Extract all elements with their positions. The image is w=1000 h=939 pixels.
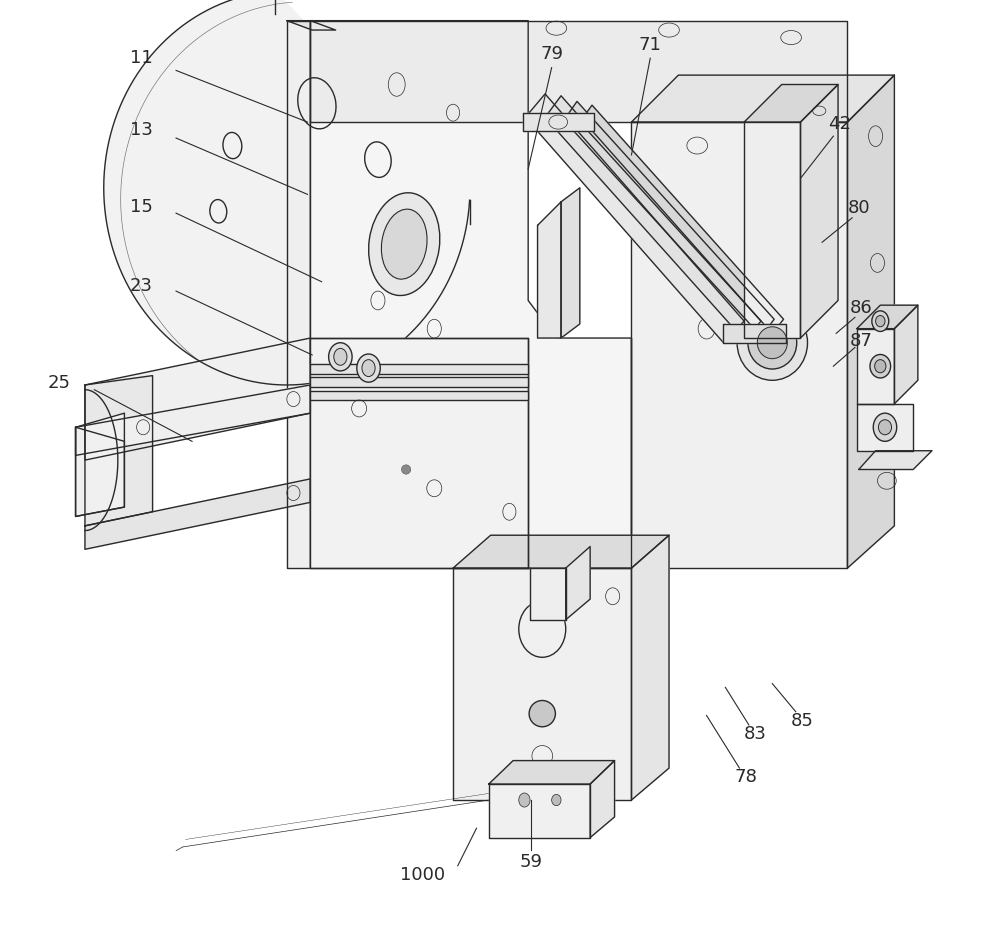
Polygon shape bbox=[566, 546, 590, 620]
Ellipse shape bbox=[519, 793, 530, 807]
Ellipse shape bbox=[876, 316, 885, 327]
Polygon shape bbox=[545, 96, 761, 340]
Ellipse shape bbox=[737, 305, 808, 380]
Ellipse shape bbox=[401, 465, 411, 474]
Polygon shape bbox=[453, 568, 631, 800]
Polygon shape bbox=[530, 568, 566, 620]
Ellipse shape bbox=[748, 316, 797, 369]
Polygon shape bbox=[525, 94, 744, 343]
Polygon shape bbox=[489, 761, 615, 784]
Polygon shape bbox=[76, 385, 310, 455]
Polygon shape bbox=[489, 784, 590, 838]
Text: 80: 80 bbox=[847, 199, 870, 218]
Polygon shape bbox=[287, 21, 310, 568]
Ellipse shape bbox=[552, 794, 561, 806]
Polygon shape bbox=[453, 535, 669, 568]
Polygon shape bbox=[847, 75, 894, 568]
Polygon shape bbox=[580, 105, 784, 333]
Polygon shape bbox=[104, 0, 470, 385]
Text: 87: 87 bbox=[850, 331, 873, 350]
Polygon shape bbox=[564, 101, 774, 336]
Text: 42: 42 bbox=[828, 115, 851, 133]
Polygon shape bbox=[561, 188, 580, 338]
Ellipse shape bbox=[362, 360, 375, 377]
Text: 85: 85 bbox=[791, 712, 814, 731]
Ellipse shape bbox=[878, 420, 892, 435]
Polygon shape bbox=[76, 413, 124, 516]
Polygon shape bbox=[894, 305, 918, 404]
Text: 25: 25 bbox=[47, 374, 70, 393]
Ellipse shape bbox=[334, 348, 347, 365]
Text: 11: 11 bbox=[130, 49, 153, 68]
Ellipse shape bbox=[872, 311, 889, 331]
Polygon shape bbox=[857, 329, 894, 404]
Polygon shape bbox=[85, 479, 310, 549]
Text: 71: 71 bbox=[639, 36, 662, 54]
Polygon shape bbox=[287, 21, 336, 30]
Ellipse shape bbox=[357, 354, 380, 382]
Polygon shape bbox=[310, 21, 847, 122]
Ellipse shape bbox=[329, 343, 352, 371]
Polygon shape bbox=[85, 376, 153, 526]
Ellipse shape bbox=[381, 209, 427, 279]
Ellipse shape bbox=[870, 355, 891, 377]
Polygon shape bbox=[76, 427, 124, 516]
Ellipse shape bbox=[873, 413, 897, 441]
Polygon shape bbox=[744, 85, 838, 122]
Polygon shape bbox=[523, 113, 594, 131]
Polygon shape bbox=[310, 338, 528, 568]
Polygon shape bbox=[800, 85, 838, 338]
Text: 23: 23 bbox=[130, 277, 153, 296]
Text: 15: 15 bbox=[130, 197, 153, 216]
Polygon shape bbox=[538, 202, 561, 338]
Polygon shape bbox=[631, 535, 669, 800]
Polygon shape bbox=[310, 377, 528, 387]
Polygon shape bbox=[310, 21, 631, 568]
Polygon shape bbox=[310, 391, 528, 400]
Text: 13: 13 bbox=[130, 120, 153, 139]
Text: 59: 59 bbox=[519, 853, 542, 871]
Text: 83: 83 bbox=[744, 725, 767, 744]
Polygon shape bbox=[85, 338, 310, 460]
Polygon shape bbox=[631, 122, 847, 568]
Polygon shape bbox=[744, 122, 800, 338]
Polygon shape bbox=[857, 404, 913, 451]
Polygon shape bbox=[859, 451, 932, 470]
Polygon shape bbox=[857, 305, 918, 329]
Text: 86: 86 bbox=[850, 299, 873, 317]
Text: 1000: 1000 bbox=[400, 866, 446, 885]
Ellipse shape bbox=[369, 192, 440, 296]
Ellipse shape bbox=[875, 360, 886, 373]
Ellipse shape bbox=[529, 700, 555, 727]
Polygon shape bbox=[590, 761, 615, 838]
Ellipse shape bbox=[757, 327, 787, 359]
Polygon shape bbox=[723, 324, 786, 343]
Text: 79: 79 bbox=[540, 45, 563, 64]
Polygon shape bbox=[631, 75, 894, 122]
Text: 78: 78 bbox=[735, 768, 757, 787]
Polygon shape bbox=[310, 364, 528, 374]
